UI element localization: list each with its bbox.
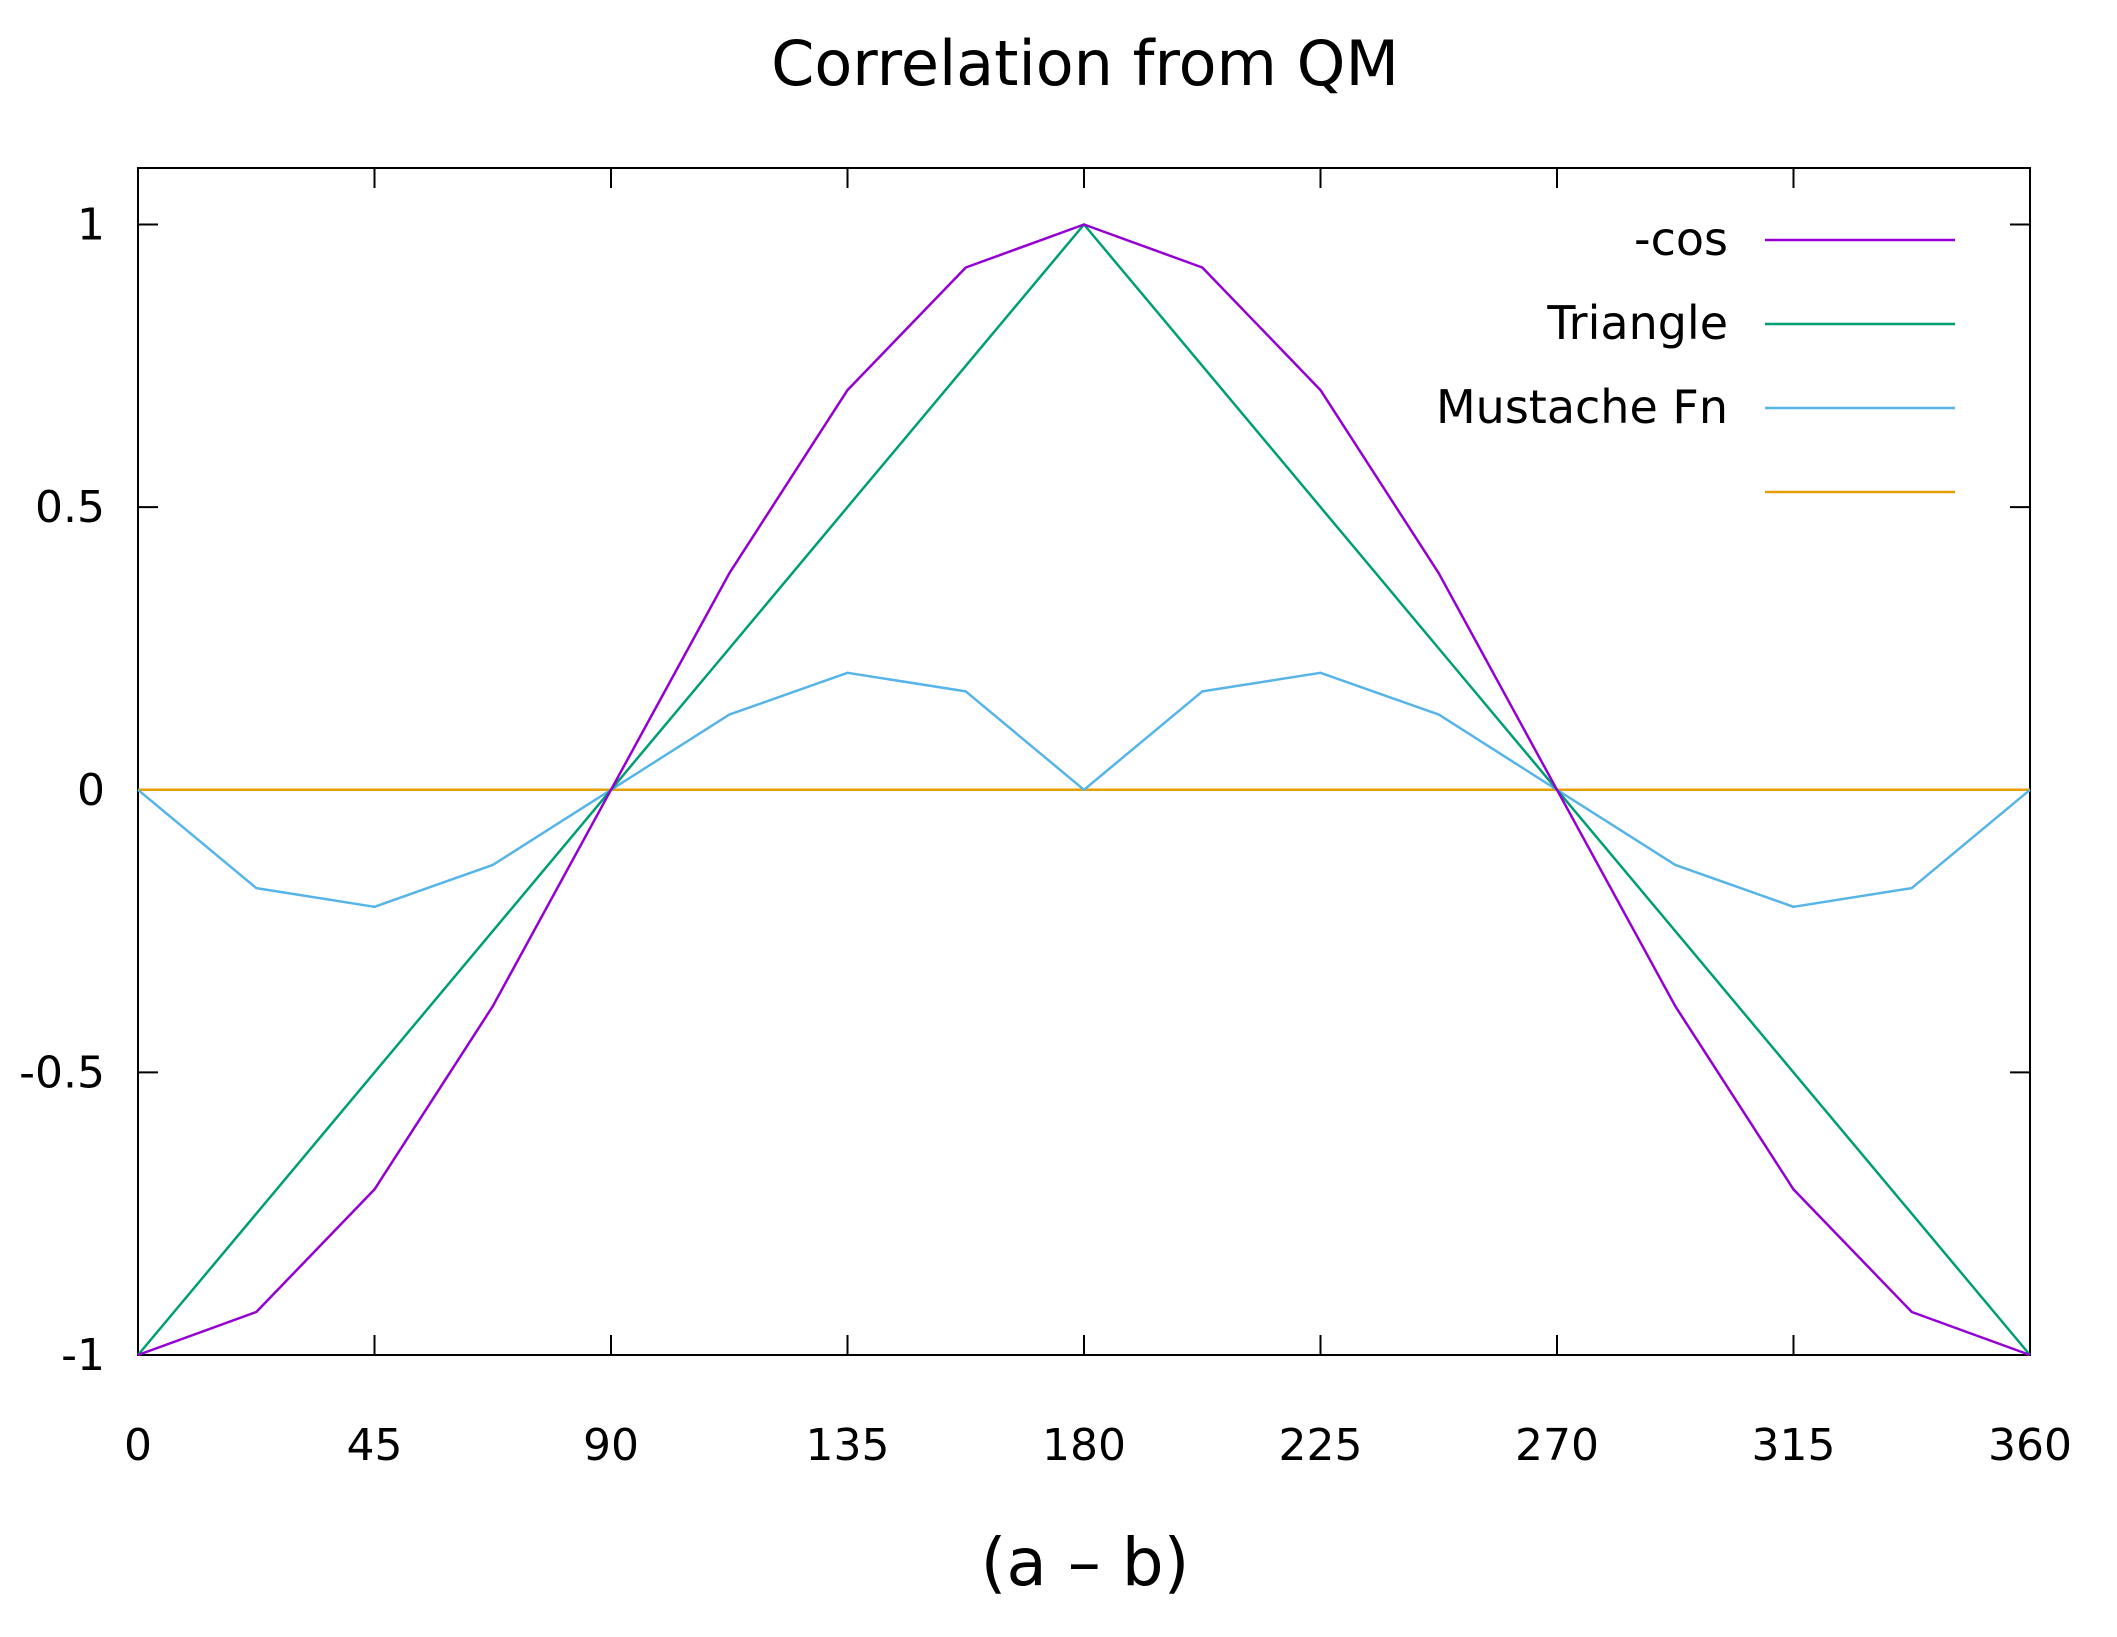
x-tick-label: 0 xyxy=(124,1420,152,1471)
x-axis-ticks: 0 45 90 135 180 225 270 315 360 xyxy=(124,168,2072,1471)
x-tick-label: 45 xyxy=(347,1420,403,1471)
x-tick-label: 90 xyxy=(583,1420,639,1471)
legend-label-triangle: Triangle xyxy=(1546,296,1728,350)
y-tick-label: -1 xyxy=(61,1330,105,1381)
x-tick-label: 315 xyxy=(1752,1420,1836,1471)
y-tick-label: 1 xyxy=(77,200,105,251)
y-tick-label: 0.5 xyxy=(35,482,105,533)
series-line-cos xyxy=(137,223,2031,1357)
series-layer xyxy=(137,223,2031,1357)
x-tick-label: 225 xyxy=(1279,1420,1363,1471)
x-axis-label: (a – b) xyxy=(981,1524,1190,1601)
x-tick-label: 180 xyxy=(1042,1420,1126,1471)
legend-label-mustache-fn: Mustache Fn xyxy=(1436,380,1728,434)
plot-border xyxy=(137,167,2031,1356)
chart-title: Correlation from QM xyxy=(771,27,1399,100)
y-axis-ticks: 1 0.5 0 -0.5 -1 xyxy=(19,200,2030,1381)
legend-label-cos: -cos xyxy=(1634,212,1728,266)
y-tick-label: 0 xyxy=(77,765,105,816)
legend: -cos Triangle Mustache Fn xyxy=(1436,212,1955,494)
x-tick-label: 360 xyxy=(1988,1420,2072,1471)
x-tick-label: 135 xyxy=(806,1420,890,1471)
y-tick-label: -0.5 xyxy=(19,1047,105,1098)
plot-frame xyxy=(137,167,2031,1356)
x-tick-label: 270 xyxy=(1515,1420,1599,1471)
series-line-mustache-fn xyxy=(137,671,2031,909)
